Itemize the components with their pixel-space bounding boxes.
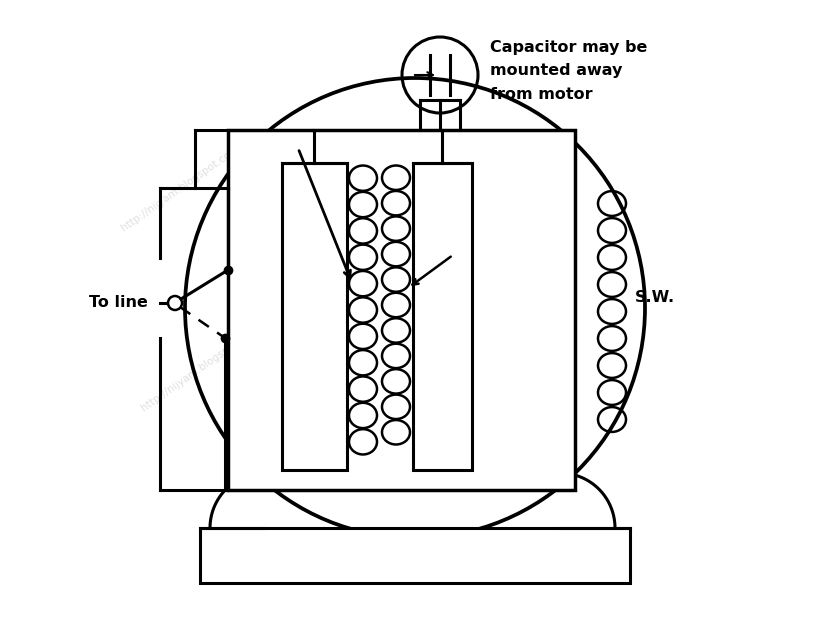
Text: http://nijyam.blogspot.com: http://nijyam.blogspot.com	[139, 323, 261, 413]
Text: http://nijyam.blogspot.com: http://nijyam.blogspot.com	[419, 358, 540, 447]
Text: http://nijyam.blogspot.com: http://nijyam.blogspot.com	[368, 163, 490, 253]
Bar	[282, 163, 347, 470]
Bar	[200, 528, 629, 583]
Text: High: High	[233, 258, 276, 274]
Bar	[228, 130, 575, 490]
Text: Capacitor may be
mounted away
from motor: Capacitor may be mounted away from motor	[489, 40, 647, 102]
Bar	[412, 163, 471, 470]
Text: Aux.: Aux.	[267, 129, 311, 147]
Text: S.W.: S.W.	[634, 290, 674, 305]
Text: http://nijyam.blogspot.com: http://nijyam.blogspot.com	[259, 243, 380, 332]
Text: Low: Low	[233, 334, 270, 350]
Text: R.W.: R.W.	[464, 263, 504, 277]
Text: http://nijyam.blogspot.com: http://nijyam.blogspot.com	[119, 143, 241, 233]
Text: To line: To line	[89, 295, 148, 310]
